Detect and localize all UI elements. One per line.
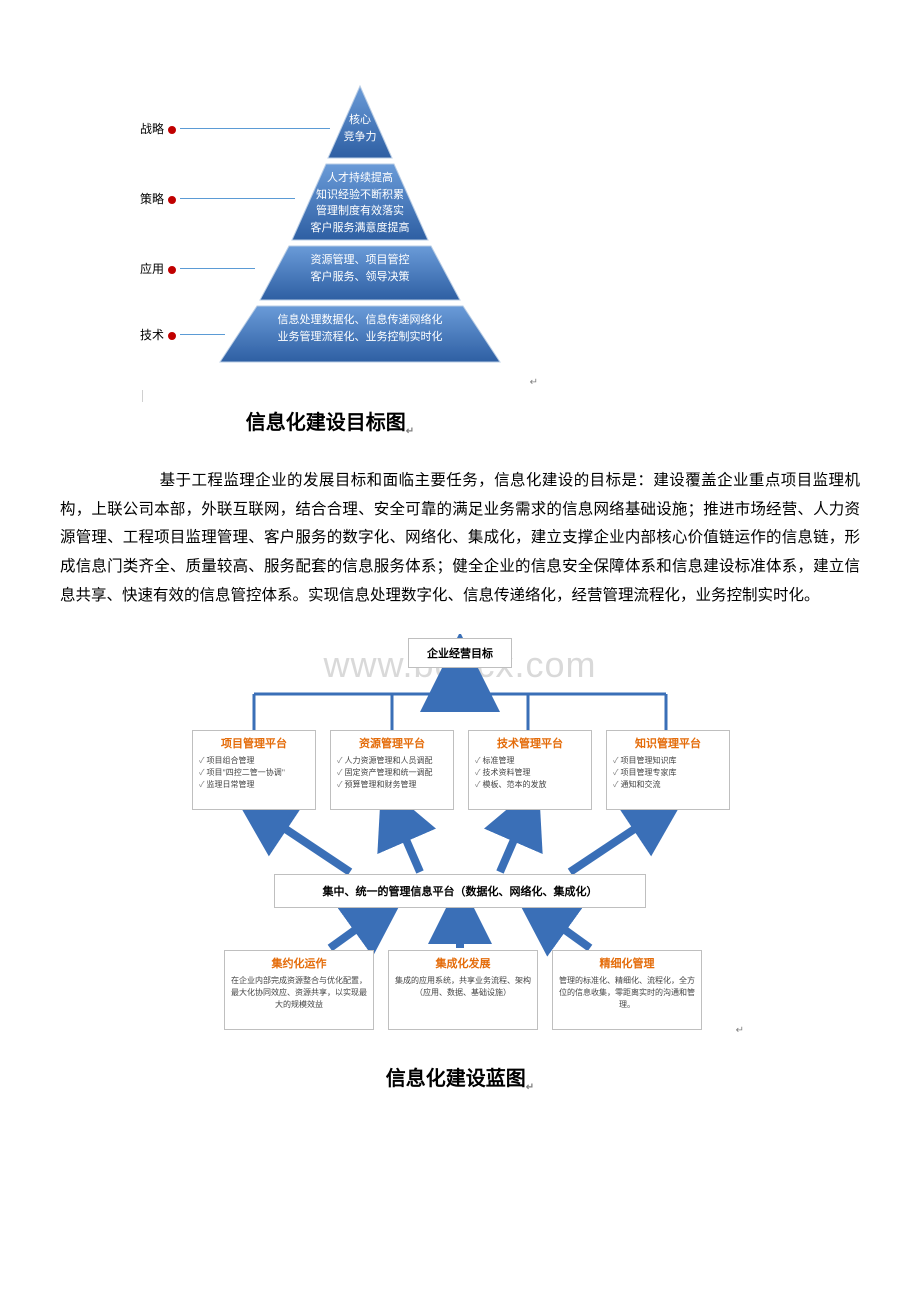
mid-box-project: 项目管理平台 项目组合管理 项目"四控二管一协调" 监理日常管理 [192,730,316,810]
pyramid-label-application: 应用 [140,260,180,277]
mid-box-resource: 资源管理平台 人力资源管理和人员调配 固定资产管理和统一调配 预算管理和财务管理 [330,730,454,810]
body-paragraph: 基于工程监理企业的发展目标和面临主要任务，信息化建设的目标是：建设覆盖企业重点项… [60,467,860,610]
figure2-caption: 信息化建设蓝图↵ [180,1062,740,1093]
dot-icon [168,266,176,274]
pyramid-tier4-text: 信息处理数据化、信息传递网络化 业务管理流程化、业务控制实时化 [220,312,500,345]
bottom-box-integration: 集成化发展 集成的应用系统，共享业务流程、架构（应用、数据、基础设施） [388,950,538,1030]
pyramid-tier2-text: 人才持续提高 知识经验不断积累 管理制度有效落实 客户服务满意度提高 [220,170,500,236]
platform-bar: 集中、统一的管理信息平台（数据化、网络化、集成化） [274,874,646,908]
dot-icon [168,332,176,340]
bottom-box-intensive: 集约化运作 在企业内部完成资源整合与优化配置，最大化协同效应、资源共享，以实现最… [224,950,374,1030]
return-mark-icon: ↵ [736,1025,744,1036]
return-mark-icon: ↵ [526,1082,534,1093]
pyramid-label-strategy: 战略 [140,120,180,137]
pyramid-tier1-text: 核心竞争力 [220,112,500,145]
figure1-caption: 信息化建设目标图↵ [140,406,520,437]
pyramid-label-technology: 技术 [140,326,180,343]
bottom-box-refined: 精细化管理 管理的标准化、精细化、流程化，全方位的信息收集，零距离实时的沟通和管… [552,950,702,1030]
dot-icon [168,126,176,134]
pyramid-diagram: 战略 策略 应用 技术 核心竞争力 人才持续提高 知识经验不断积累 管理制度有效… [140,80,520,390]
mid-box-tech: 技术管理平台 标准管理 技术资料管理 模板、范本的发放 [468,730,592,810]
return-mark-icon: ↵ [406,426,414,437]
pyramid-tier3-text: 资源管理、项目管控 客户服务、领导决策 [220,252,500,285]
mid-box-knowledge: 知识管理平台 项目管理知识库 项目管理专家库 通知和交流 [606,730,730,810]
goal-box: 企业经营目标 [408,638,512,668]
dot-icon [168,196,176,204]
flowchart-diagram: 企业经营目标 项目管理平台 项目组合管理 项目"四控二管一协调" 监理日常管理 … [180,634,740,1054]
return-mark-icon: ↵ [530,377,538,388]
pyramid-label-tactic: 策略 [140,190,180,207]
